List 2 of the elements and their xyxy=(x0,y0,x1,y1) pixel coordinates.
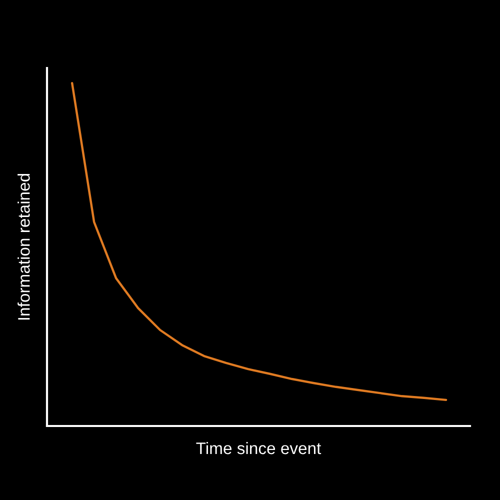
y-axis-title: Information retained xyxy=(18,174,30,320)
x-axis-title: Time since event xyxy=(196,442,322,454)
